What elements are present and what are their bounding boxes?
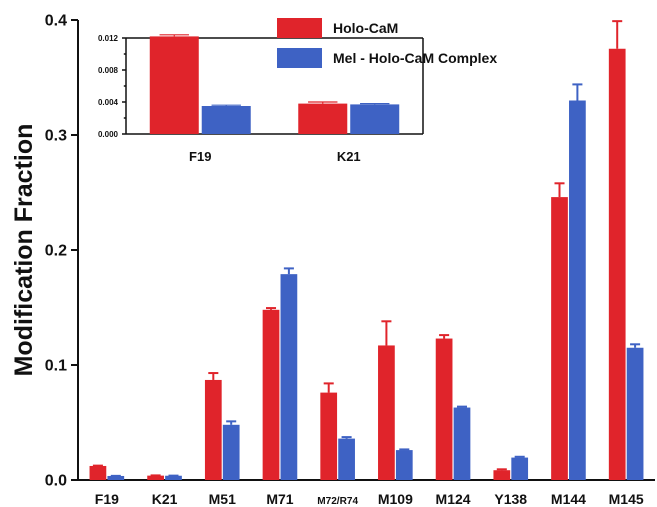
bar xyxy=(453,407,471,480)
bar xyxy=(201,106,251,134)
y-tick-label: 0.3 xyxy=(45,128,67,145)
y-tick-label: 0.008 xyxy=(98,66,119,75)
main-plot: 0.0 0.1 0.2 0.3 0.4 F19 K21 M51 M71 M72/R74 M109 M1… xyxy=(10,13,655,507)
bar xyxy=(320,392,338,480)
x-category-label: Y138 xyxy=(494,491,527,507)
y-tick-label: 0.004 xyxy=(98,98,119,107)
bar xyxy=(262,309,280,480)
bar xyxy=(338,438,355,480)
bar xyxy=(280,274,298,480)
bar xyxy=(298,103,348,134)
inset-plot: 0.000 0.004 0.008 0.012 F19 K21 xyxy=(98,34,424,164)
bar xyxy=(89,465,107,480)
bar xyxy=(395,450,413,480)
legend-swatch xyxy=(277,18,322,38)
bar xyxy=(608,48,626,480)
y-tick-label: 0.000 xyxy=(98,130,119,139)
bar xyxy=(165,475,182,480)
bar xyxy=(378,345,395,480)
legend-label: Mel - Holo-CaM Complex xyxy=(333,50,497,66)
bar xyxy=(626,347,644,480)
x-category-label: K21 xyxy=(337,149,361,164)
y-axis-title: Modification Fraction xyxy=(10,124,38,377)
bar xyxy=(107,475,125,480)
bar xyxy=(149,36,199,134)
x-category-label: M109 xyxy=(378,491,413,507)
bar xyxy=(147,475,164,480)
x-category-label: K21 xyxy=(152,491,178,507)
bar xyxy=(222,424,240,480)
x-category-label: F19 xyxy=(189,149,211,164)
x-category-label: M144 xyxy=(551,491,586,507)
bar xyxy=(350,104,400,134)
bar xyxy=(204,379,222,480)
legend: Holo-CaM Mel - Holo-CaM Complex xyxy=(277,18,497,68)
x-category-label: M145 xyxy=(609,491,644,507)
x-category-label: M71 xyxy=(266,491,293,507)
y-tick-label: 0.4 xyxy=(45,13,67,30)
y-tick-label: 0.2 xyxy=(45,243,67,260)
bar xyxy=(435,338,453,480)
bar xyxy=(551,197,568,480)
y-tick-label: 0.012 xyxy=(98,34,119,43)
legend-label: Holo-CaM xyxy=(333,20,398,36)
y-tick-label: 0.1 xyxy=(45,358,67,375)
x-category-label: M124 xyxy=(436,491,471,507)
x-category-label: F19 xyxy=(95,491,119,507)
y-tick-label: 0.0 xyxy=(45,473,67,490)
x-category-label: M51 xyxy=(209,491,236,507)
bar xyxy=(511,457,529,480)
bar xyxy=(569,100,586,480)
bar xyxy=(493,470,511,480)
x-category-label: M72/R74 xyxy=(317,496,358,507)
legend-swatch xyxy=(277,48,322,68)
